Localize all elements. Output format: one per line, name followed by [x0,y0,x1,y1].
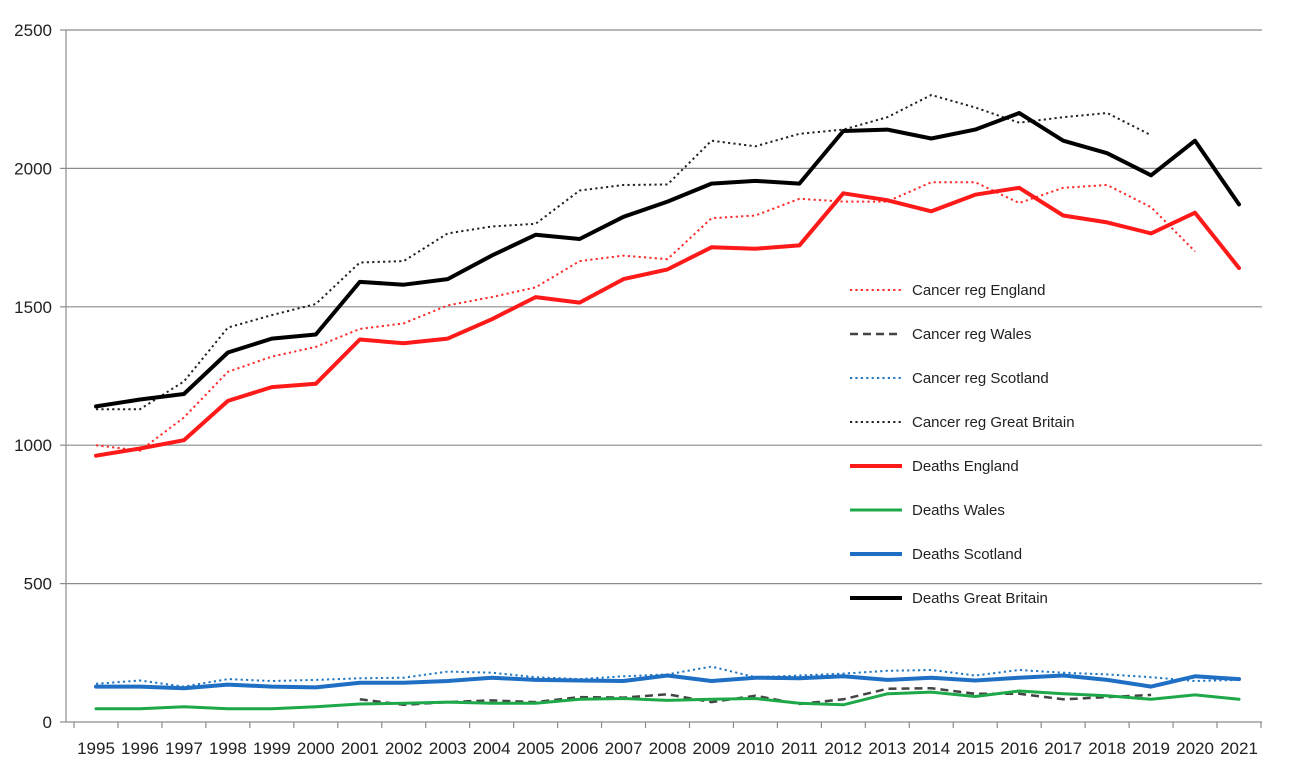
x-tick-label-2010: 2010 [737,739,775,758]
y-tick-label-0: 0 [43,713,52,732]
series-line-deaths-scotland [94,673,1241,691]
x-tick-label-2008: 2008 [649,739,687,758]
series-line-deaths-great-britain [94,111,1241,409]
x-tick-label-2000: 2000 [297,739,335,758]
x-tick-label-2001: 2001 [341,739,379,758]
series-line-cancer-reg-england [95,181,1196,452]
series-line-cancer-reg-wales [359,686,1152,707]
x-tick-label-2018: 2018 [1088,739,1126,758]
legend: Cancer reg England Cancer reg Wales Cancer… [850,282,1075,607]
legend-label-cancer-reg-great-britain: Cancer reg Great Britain [912,414,1075,431]
legend-label-cancer-reg-england: Cancer reg England [912,282,1045,299]
y-tick-label-500: 500 [24,575,52,594]
x-tick-label-2009: 2009 [693,739,731,758]
x-tick-label-2016: 2016 [1000,739,1038,758]
y-tick-label-1500: 1500 [14,298,52,317]
series-lines [94,94,1241,711]
x-tick-label-1995: 1995 [77,739,115,758]
series-line-deaths-wales [94,689,1241,711]
legend-label-deaths-great-britain: Deaths Great Britain [912,590,1048,607]
x-tick-label-2019: 2019 [1132,739,1170,758]
series-line-deaths-england [94,185,1241,458]
legend-label-deaths-england: Deaths England [912,458,1019,475]
y-axis-ticks: 0 500 1000 1500 2000 2500 [14,21,52,732]
legend-label-deaths-scotland: Deaths Scotland [912,546,1022,563]
y-tick-label-2500: 2500 [14,21,52,40]
legend-label-cancer-reg-scotland: Cancer reg Scotland [912,370,1049,387]
legend-label-cancer-reg-wales: Cancer reg Wales [912,326,1032,343]
x-tick-label-2005: 2005 [517,739,555,758]
legend-label-deaths-wales: Deaths Wales [912,502,1005,519]
x-tick-label-2006: 2006 [561,739,599,758]
x-tick-label-2004: 2004 [473,739,511,758]
x-tick-label-2002: 2002 [385,739,423,758]
x-tick-label-2012: 2012 [824,739,862,758]
x-tick-label-2007: 2007 [605,739,643,758]
x-tick-label-2013: 2013 [868,739,906,758]
gridlines [66,29,1262,585]
x-tick-label-1996: 1996 [121,739,159,758]
x-tick-label-1998: 1998 [209,739,247,758]
x-tick-label-2021: 2021 [1220,739,1258,758]
x-tick-label-1997: 1997 [165,739,203,758]
x-tick-label-2020: 2020 [1176,739,1214,758]
y-tick-label-2000: 2000 [14,159,52,178]
x-tick-label-2017: 2017 [1044,739,1082,758]
x-axis-ticks: 1995 1996 1997 1998 1999 2000 2001 2002 2003 2004… [77,739,1258,758]
x-tick-label-2014: 2014 [912,739,950,758]
x-tick-label-2011: 2011 [781,739,818,758]
x-tick-label-1999: 1999 [253,739,291,758]
axes [60,29,1262,728]
y-tick-label-1000: 1000 [14,436,52,455]
x-tick-label-2015: 2015 [956,739,994,758]
series-line-cancer-reg-great-britain [96,94,1152,411]
x-tick-label-2003: 2003 [429,739,467,758]
